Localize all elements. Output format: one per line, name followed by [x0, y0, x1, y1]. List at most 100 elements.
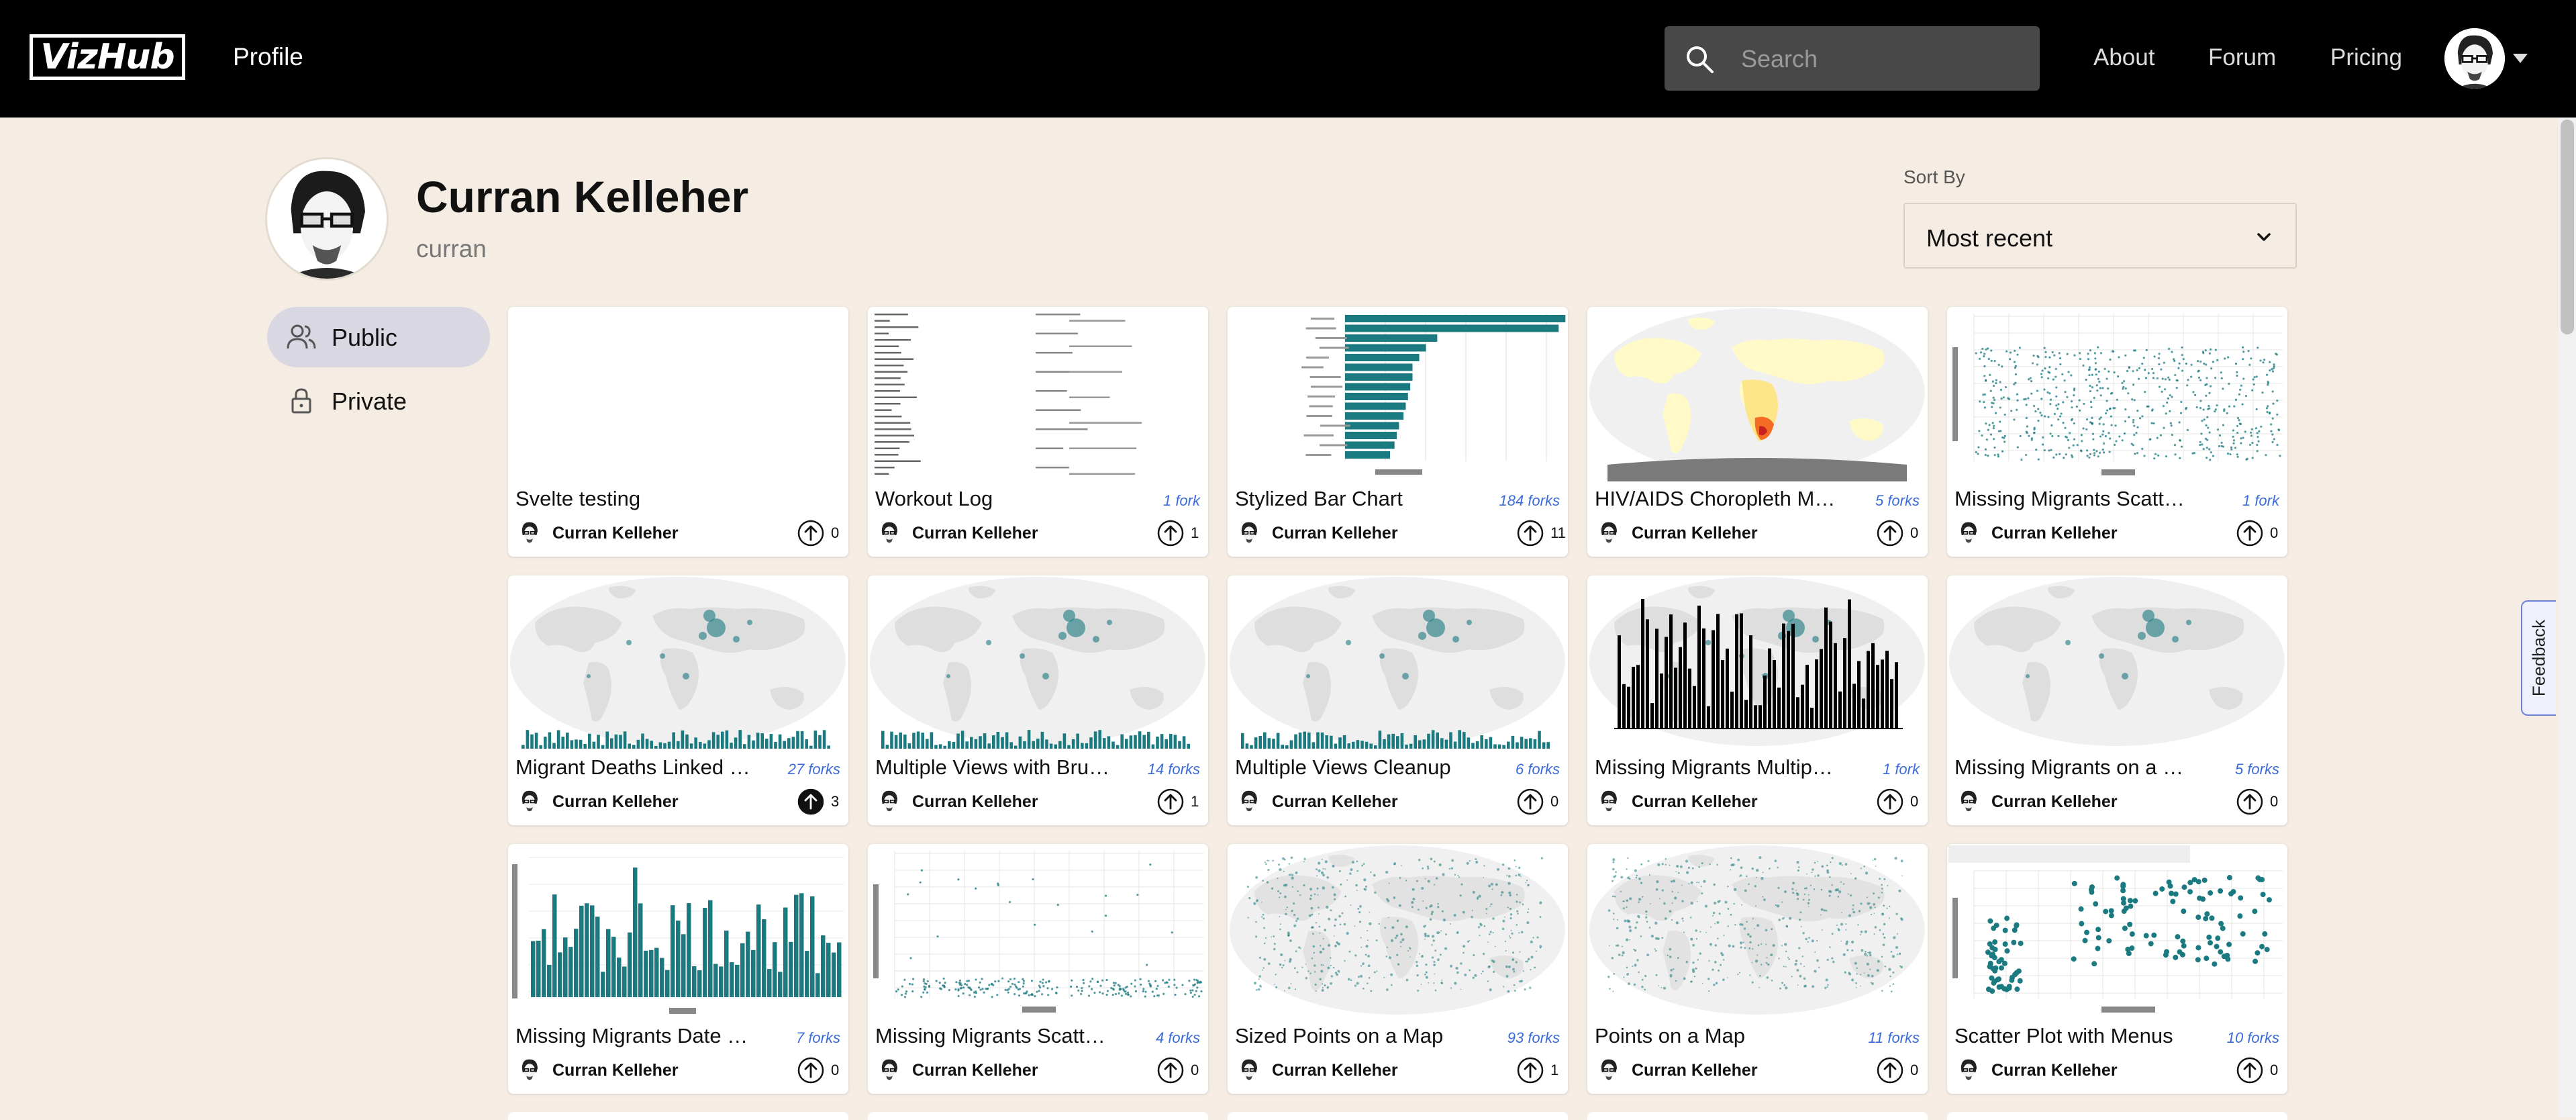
- viz-forks-count[interactable]: 93 forks: [1507, 1029, 1560, 1046]
- viz-author[interactable]: Curran Kelleher: [552, 524, 679, 543]
- author-avatar[interactable]: [1595, 1056, 1622, 1083]
- viz-thumbnail[interactable]: [508, 844, 848, 1019]
- viz-thumbnail[interactable]: [508, 307, 848, 481]
- viz-title[interactable]: Stylized Bar Chart: [1235, 487, 1403, 510]
- upvote-icon[interactable]: [1876, 788, 1904, 816]
- viz-card[interactable]: Migrant Deaths Linked Views 27 forks Cur…: [508, 575, 848, 825]
- author-avatar[interactable]: [1236, 788, 1262, 814]
- upvote-icon[interactable]: [797, 519, 825, 547]
- viz-forks-count[interactable]: 5 forks: [1875, 492, 1920, 509]
- viz-title[interactable]: Missing Migrants Scatter Plot: [875, 1024, 1117, 1047]
- viz-card[interactable]: Missing Migrants Multiple Views 1 fork C…: [1587, 575, 1928, 825]
- upvote-icon[interactable]: [2236, 519, 2264, 547]
- upvote-icon[interactable]: [2236, 788, 2264, 816]
- sidebar-item-private[interactable]: Private: [267, 371, 490, 431]
- viz-card[interactable]: Multiple Views with Brushing 14 forks Cu…: [868, 575, 1208, 825]
- viz-author[interactable]: Curran Kelleher: [912, 792, 1038, 811]
- viz-author[interactable]: Curran Kelleher: [912, 1061, 1038, 1080]
- viz-card[interactable]: HIV/AIDS Choropleth Map 5 forks Curran K…: [1587, 307, 1928, 557]
- upvote-icon[interactable]: [1156, 1056, 1185, 1084]
- viz-thumbnail[interactable]: [1228, 844, 1568, 1019]
- viz-thumbnail[interactable]: [1228, 307, 1568, 481]
- viz-forks-count[interactable]: 10 forks: [2226, 1029, 2279, 1046]
- upvote-icon[interactable]: [2236, 1056, 2264, 1084]
- author-avatar[interactable]: [1595, 519, 1622, 546]
- viz-forks-count[interactable]: 14 forks: [1147, 761, 1200, 778]
- author-avatar[interactable]: [876, 519, 903, 546]
- viz-author[interactable]: Curran Kelleher: [1991, 792, 2118, 811]
- upvote-icon[interactable]: [1516, 788, 1544, 816]
- viz-title[interactable]: Missing Migrants Scatter Plot: [1954, 487, 2196, 510]
- author-avatar[interactable]: [876, 1056, 903, 1083]
- author-avatar[interactable]: [516, 519, 543, 546]
- upvote-icon[interactable]: [1516, 519, 1544, 547]
- viz-author[interactable]: Curran Kelleher: [1632, 524, 1758, 543]
- search-box[interactable]: [1665, 26, 2040, 91]
- viz-title[interactable]: Scatter Plot with Menus: [1954, 1024, 2173, 1047]
- upvote-icon[interactable]: [1156, 519, 1185, 547]
- viz-card-partial[interactable]: [1947, 1112, 2287, 1120]
- chevron-down-icon[interactable]: [2513, 54, 2528, 63]
- nav-about-link[interactable]: About: [2093, 44, 2155, 71]
- viz-thumbnail[interactable]: [868, 844, 1208, 1019]
- upvote-icon[interactable]: [1156, 788, 1185, 816]
- author-avatar[interactable]: [1955, 1056, 1982, 1083]
- user-avatar-menu[interactable]: [2444, 28, 2505, 89]
- viz-card[interactable]: Svelte testing Curran Kelleher 0: [508, 307, 848, 557]
- viz-title[interactable]: Migrant Deaths Linked Views: [515, 755, 757, 779]
- upvote-icon[interactable]: [797, 1056, 825, 1084]
- viz-card-partial[interactable]: [1587, 1112, 1928, 1120]
- viz-thumbnail[interactable]: [1947, 307, 2287, 481]
- viz-forks-count[interactable]: 4 forks: [1155, 1029, 1200, 1046]
- author-avatar[interactable]: [1595, 788, 1622, 814]
- viz-thumbnail[interactable]: [868, 307, 1208, 481]
- viz-card[interactable]: Points on a Map 11 forks Curran Kelleher…: [1587, 844, 1928, 1094]
- viz-author[interactable]: Curran Kelleher: [1991, 524, 2118, 543]
- viz-title[interactable]: Multiple Views Cleanup: [1235, 755, 1451, 779]
- viz-author[interactable]: Curran Kelleher: [552, 792, 679, 811]
- viz-forks-count[interactable]: 1 fork: [1882, 761, 1920, 778]
- viz-card[interactable]: Missing Migrants Scatter Plot 1 fork Cur…: [1947, 307, 2287, 557]
- viz-card-partial[interactable]: [868, 1112, 1208, 1120]
- viz-card[interactable]: Workout Log 1 fork Curran Kelleher 1: [868, 307, 1208, 557]
- viz-thumbnail[interactable]: [1587, 575, 1928, 750]
- viz-author[interactable]: Curran Kelleher: [1632, 792, 1758, 811]
- viz-card-partial[interactable]: [508, 1112, 848, 1120]
- feedback-tab[interactable]: Feedback: [2521, 600, 2556, 716]
- vizhub-logo[interactable]: VizHub: [30, 34, 185, 80]
- viz-thumbnail[interactable]: [1228, 575, 1568, 750]
- upvote-icon[interactable]: [1876, 1056, 1904, 1084]
- author-avatar[interactable]: [516, 1056, 543, 1083]
- upvote-icon[interactable]: [797, 788, 825, 816]
- search-input[interactable]: [1740, 38, 2024, 80]
- viz-card[interactable]: Missing Migrants Date Histogram 7 forks …: [508, 844, 848, 1094]
- viz-thumbnail[interactable]: [868, 575, 1208, 750]
- viz-title[interactable]: HIV/AIDS Choropleth Map: [1595, 487, 1836, 510]
- author-avatar[interactable]: [516, 788, 543, 814]
- upvote-icon[interactable]: [1876, 519, 1904, 547]
- viz-author[interactable]: Curran Kelleher: [1272, 792, 1398, 811]
- viz-forks-count[interactable]: 184 forks: [1499, 492, 1561, 509]
- viz-card[interactable]: Missing Migrants on a Map 5 forks Curran…: [1947, 575, 2287, 825]
- nav-forum-link[interactable]: Forum: [2208, 44, 2277, 71]
- viz-thumbnail[interactable]: [1947, 844, 2287, 1019]
- viz-forks-count[interactable]: 7 forks: [795, 1029, 840, 1046]
- viz-title[interactable]: Missing Migrants Date Histogram: [515, 1024, 757, 1047]
- viz-thumbnail[interactable]: [1587, 844, 1928, 1019]
- viz-author[interactable]: Curran Kelleher: [552, 1061, 679, 1080]
- scrollbar-thumb[interactable]: [2561, 120, 2574, 334]
- nav-profile-link[interactable]: Profile: [233, 43, 303, 71]
- viz-title[interactable]: Svelte testing: [515, 487, 641, 510]
- author-avatar[interactable]: [1955, 788, 1982, 814]
- viz-forks-count[interactable]: 1 fork: [1162, 492, 1200, 509]
- upvote-icon[interactable]: [1516, 1056, 1544, 1084]
- viz-forks-count[interactable]: 1 fork: [2242, 492, 2279, 509]
- viz-thumbnail[interactable]: [1587, 307, 1928, 481]
- viz-title[interactable]: Workout Log: [875, 487, 993, 510]
- author-avatar[interactable]: [1236, 519, 1262, 546]
- viz-card[interactable]: Stylized Bar Chart 184 forks Curran Kell…: [1228, 307, 1568, 557]
- author-avatar[interactable]: [1236, 1056, 1262, 1083]
- viz-author[interactable]: Curran Kelleher: [1991, 1061, 2118, 1080]
- viz-title[interactable]: Multiple Views with Brushing: [875, 755, 1117, 779]
- viz-thumbnail[interactable]: [1947, 575, 2287, 750]
